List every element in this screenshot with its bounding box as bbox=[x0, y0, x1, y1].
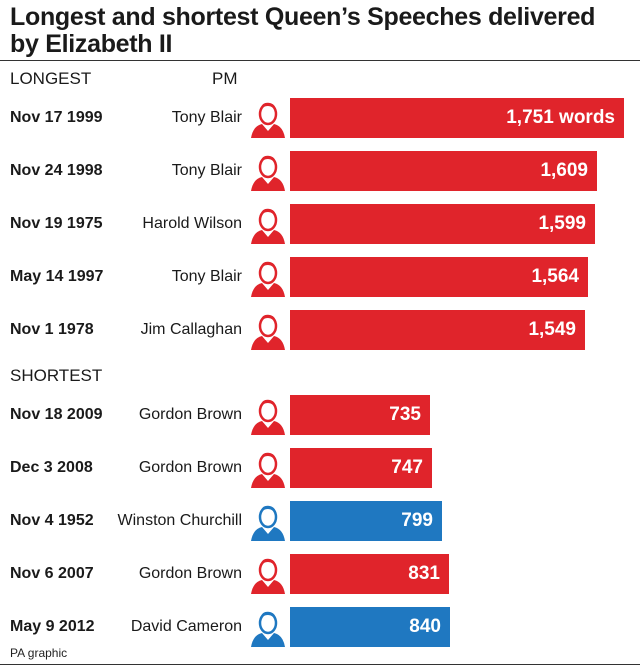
bar-value-label: 1,599 bbox=[538, 213, 586, 234]
bar: 1,751 words bbox=[290, 98, 624, 138]
harold-wilson-portrait-icon bbox=[249, 204, 285, 244]
bar: 1,609 bbox=[290, 151, 597, 191]
jim-callaghan-portrait-icon bbox=[249, 310, 285, 350]
bar: 1,549 bbox=[290, 310, 585, 350]
bar-value-label: 840 bbox=[409, 616, 441, 637]
gordon-brown-portrait-icon bbox=[249, 395, 285, 435]
date-label: Nov 18 2009 bbox=[10, 406, 103, 423]
chart-row: May 9 2012 David Cameron 840 bbox=[0, 607, 640, 647]
date-label: Nov 1 1978 bbox=[10, 321, 94, 338]
bar-value-label: 831 bbox=[408, 563, 440, 584]
bar-value-label: 799 bbox=[401, 510, 433, 531]
date-label: May 9 2012 bbox=[10, 618, 95, 635]
bar: 1,564 bbox=[290, 257, 588, 297]
pm-name-label: Tony Blair bbox=[171, 268, 242, 285]
bar: 831 bbox=[290, 554, 449, 594]
date-label: Nov 24 1998 bbox=[10, 162, 103, 179]
bar-value-label: 1,609 bbox=[540, 160, 588, 181]
pm-name-label: Jim Callaghan bbox=[140, 321, 242, 338]
pm-name-label: David Cameron bbox=[130, 618, 242, 635]
pm-name-label: Gordon Brown bbox=[138, 565, 242, 582]
pm-name-label: Gordon Brown bbox=[138, 459, 242, 476]
pm-name-label: Harold Wilson bbox=[142, 215, 242, 232]
date-label: Nov 17 1999 bbox=[10, 109, 103, 126]
gordon-brown-portrait-icon bbox=[249, 554, 285, 594]
bar: 799 bbox=[290, 501, 442, 541]
chart-row: Nov 18 2009 Gordon Brown 735 bbox=[0, 395, 640, 435]
date-label: Nov 4 1952 bbox=[10, 512, 94, 529]
bar-value-label: 1,751 words bbox=[506, 107, 615, 128]
section-heading-longest: LONGEST bbox=[10, 69, 92, 88]
chart-row: Nov 4 1952 Winston Churchill 799 bbox=[0, 501, 640, 541]
section-heading-shortest: SHORTEST bbox=[10, 366, 103, 385]
chart-row: Nov 1 1978 Jim Callaghan 1,549 bbox=[0, 310, 640, 350]
pm-name-label: Winston Churchill bbox=[117, 512, 242, 529]
bar-value-label: 747 bbox=[391, 457, 423, 478]
tony-blair-portrait-icon bbox=[249, 151, 285, 191]
bar: 747 bbox=[290, 448, 432, 488]
bottom-divider bbox=[0, 664, 640, 665]
tony-blair-portrait-icon bbox=[249, 98, 285, 138]
gordon-brown-portrait-icon bbox=[249, 448, 285, 488]
bar: 1,599 bbox=[290, 204, 595, 244]
winston-churchill-portrait-icon bbox=[249, 501, 285, 541]
david-cameron-portrait-icon bbox=[249, 607, 285, 647]
date-label: Nov 19 1975 bbox=[10, 215, 103, 232]
chart-row: Nov 17 1999 Tony Blair 1,751 words bbox=[0, 98, 640, 138]
pm-name-label: Tony Blair bbox=[171, 109, 242, 126]
chart-row: Dec 3 2008 Gordon Brown 747 bbox=[0, 448, 640, 488]
title-divider bbox=[0, 60, 640, 61]
tony-blair-portrait-icon bbox=[249, 257, 285, 297]
pm-column-header: PM bbox=[212, 69, 238, 88]
bar-value-label: 1,564 bbox=[531, 266, 579, 287]
chart-row: Nov 6 2007 Gordon Brown 831 bbox=[0, 554, 640, 594]
chart-row: Nov 24 1998 Tony Blair 1,609 bbox=[0, 151, 640, 191]
bar-value-label: 735 bbox=[389, 404, 421, 425]
pm-name-label: Tony Blair bbox=[171, 162, 242, 179]
bar: 735 bbox=[290, 395, 430, 435]
chart-title: Longest and shortest Queen’s Speeches de… bbox=[10, 3, 596, 58]
chart-row: May 14 1997 Tony Blair 1,564 bbox=[0, 257, 640, 297]
bar: 840 bbox=[290, 607, 450, 647]
date-label: Dec 3 2008 bbox=[10, 459, 93, 476]
pm-name-label: Gordon Brown bbox=[138, 406, 242, 423]
date-label: May 14 1997 bbox=[10, 268, 104, 285]
chart-row: Nov 19 1975 Harold Wilson 1,599 bbox=[0, 204, 640, 244]
source-credit: PA graphic bbox=[10, 646, 68, 660]
bar-value-label: 1,549 bbox=[528, 319, 576, 340]
date-label: Nov 6 2007 bbox=[10, 565, 94, 582]
